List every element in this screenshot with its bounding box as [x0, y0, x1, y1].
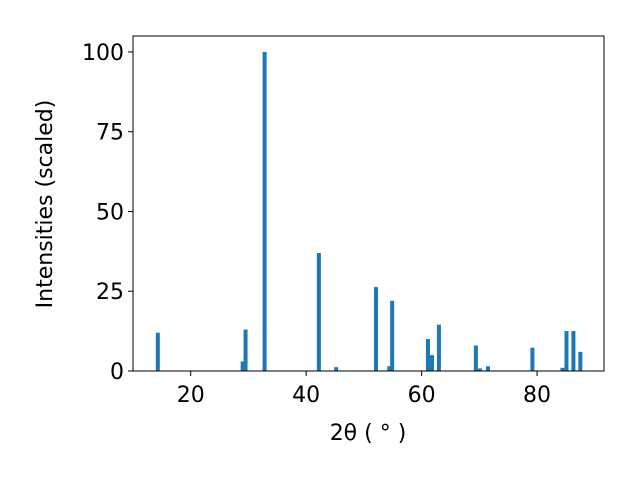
y-tick-label: 100	[82, 41, 124, 66]
bar	[387, 366, 392, 371]
x-axis-label: 2θ ( ° )	[330, 421, 407, 446]
plot-frame	[132, 35, 605, 372]
bar	[243, 329, 248, 371]
x-tick-label: 20	[177, 383, 205, 408]
bar	[155, 332, 160, 371]
y-tick-label: 0	[110, 360, 124, 385]
bar	[473, 345, 478, 371]
bar	[477, 368, 482, 371]
bar	[240, 361, 245, 371]
y-tick-label: 50	[96, 200, 124, 225]
bar	[571, 331, 576, 371]
bar	[429, 355, 434, 371]
bar	[560, 367, 565, 371]
bar	[390, 300, 395, 371]
bar	[316, 252, 321, 371]
x-tick-label: 40	[292, 383, 320, 408]
bar	[262, 51, 267, 371]
x-tick-label: 60	[408, 383, 436, 408]
bar	[425, 339, 430, 371]
y-axis-label: Intensities (scaled)	[33, 100, 58, 309]
y-tick-label: 75	[96, 121, 124, 146]
bar	[564, 331, 569, 371]
bar	[374, 287, 379, 371]
x-tick-label: 80	[523, 383, 551, 408]
y-tick-label: 25	[96, 280, 124, 305]
bar	[578, 351, 583, 371]
bar	[334, 367, 339, 371]
bar	[485, 366, 490, 371]
bar	[436, 324, 441, 371]
bar	[530, 347, 535, 371]
